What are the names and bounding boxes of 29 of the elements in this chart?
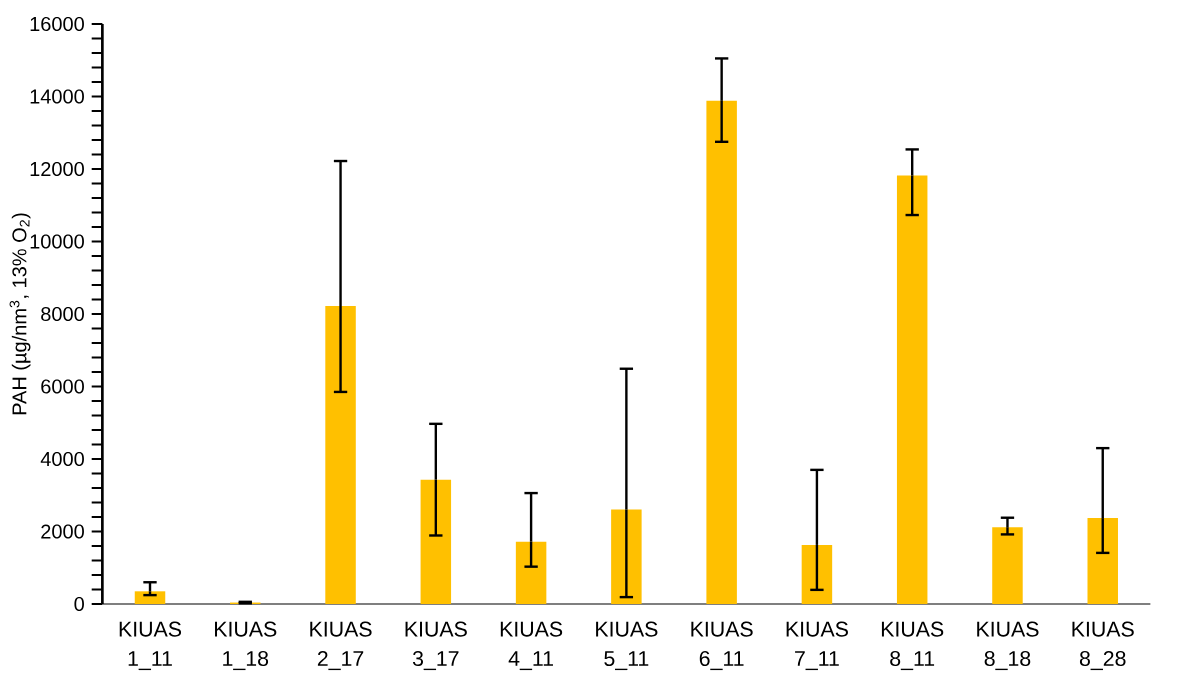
x-tick-label: KIUAS 3_17 [405, 621, 467, 671]
x-tick-label: KIUAS 5_11 [596, 621, 658, 671]
x-tick-label: KIUAS 2_17 [310, 621, 372, 671]
y-tick-label: 14000 [30, 89, 84, 104]
y-tick-label: 12000 [30, 161, 84, 177]
bar [1087, 518, 1118, 604]
x-tick-label: KIUAS 8_11 [881, 621, 944, 671]
x-tick-label: KIUAS 8_18 [977, 621, 1039, 671]
x-tick-label: KIUAS 1_18 [215, 621, 277, 671]
bar [706, 100, 737, 604]
y-tick-label: 16000 [30, 16, 84, 32]
bar [992, 527, 1023, 604]
x-tick-label: KIUAS 6_11 [691, 621, 753, 671]
y-tick-label: 6000 [41, 379, 84, 394]
x-tick-label: KIUAS 8_28 [1072, 621, 1134, 671]
x-tick-label: KIUAS 7_11 [786, 621, 848, 671]
y-tick-label: 4000 [40, 451, 84, 467]
bar [134, 591, 166, 604]
y-axis-title: PAH (µg/nm$^{3}$, 13% O$_{2}$) [9, 213, 31, 415]
bar [325, 306, 356, 604]
bar [420, 479, 452, 604]
bar [515, 541, 547, 604]
y-tick-label: 8000 [41, 306, 84, 322]
x-tick-label: KIUAS 4_11 [500, 621, 563, 671]
y-tick-label: 0 [74, 596, 84, 612]
y-tick-label: 10000 [30, 234, 84, 249]
y-tick-label: 2000 [41, 524, 84, 539]
x-tick-label: KIUAS 1_11 [119, 621, 182, 671]
bar [896, 175, 928, 604]
